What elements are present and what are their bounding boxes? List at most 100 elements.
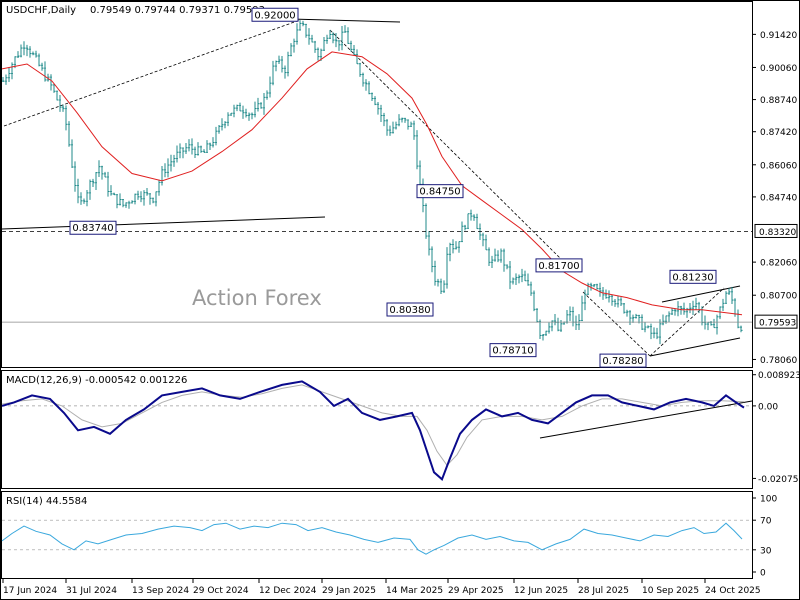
candle: [269, 76, 272, 98]
candle: [146, 187, 149, 196]
level-label: 0.81230: [669, 269, 717, 284]
candle: [518, 274, 521, 284]
candle: [593, 284, 596, 288]
candle: [467, 213, 470, 229]
level-label-text: 0.78710: [492, 346, 533, 357]
candle: [584, 289, 587, 311]
candle: [482, 232, 485, 247]
candle: [611, 294, 614, 306]
candle: [524, 270, 527, 282]
x-tick-label: 29 Apr 2025: [448, 586, 504, 596]
candle: [164, 163, 167, 178]
candle: [596, 283, 599, 290]
candle: [182, 147, 185, 159]
level-label-text: 0.81700: [538, 261, 579, 272]
candle: [158, 179, 161, 196]
candle: [533, 290, 536, 312]
candle: [176, 145, 179, 163]
macd-trendline: [539, 400, 753, 439]
candle: [167, 158, 170, 178]
main-y-axis: 0.91420 0.90060 0.88740 0.87420 0.86060 0.847…: [752, 31, 798, 366]
candle: [185, 142, 188, 154]
candle: [410, 121, 413, 127]
candle: [434, 260, 437, 286]
candle: [371, 92, 374, 101]
candle: [332, 32, 335, 44]
x-tick-label: 29 Jan 2025: [322, 586, 376, 596]
candle: [536, 308, 539, 323]
candle: [626, 309, 629, 317]
candle: [428, 231, 431, 256]
candle: [716, 314, 719, 335]
candle: [491, 255, 494, 268]
candle: [50, 74, 53, 91]
candle: [548, 322, 551, 334]
candle: [497, 250, 500, 263]
x-axis: 17 Jun 2024 31 Jul 2024 13 Sep 2024 29 Oct …: [2, 579, 761, 596]
candle: [131, 200, 134, 204]
axis-tick-label: 0.82060: [760, 259, 797, 269]
rsi-panel: [1, 491, 753, 579]
candle: [515, 273, 518, 286]
candle: [506, 264, 509, 270]
axis-tick-label: 0: [760, 569, 766, 579]
candle: [299, 20, 302, 31]
candle: [89, 179, 92, 200]
level-label-text: 0.81230: [672, 272, 713, 283]
x-tick-label: 14 Mar 2025: [386, 586, 443, 596]
candle: [347, 27, 350, 44]
candle: [392, 121, 395, 134]
candle: [635, 313, 638, 319]
candle: [608, 290, 611, 303]
level-label: 0.92000: [251, 7, 299, 22]
candle: [56, 90, 59, 101]
axis-price-box: 0.83320: [754, 223, 798, 238]
chart-symbol: USDCHF,Daily: [6, 5, 76, 16]
candle: [458, 241, 461, 253]
candle: [224, 121, 227, 129]
candle: [614, 299, 617, 307]
axis-tick-label: 0.87420: [760, 128, 797, 138]
candle: [116, 194, 119, 209]
candle: [443, 280, 446, 294]
candle: [209, 142, 212, 151]
candle: [359, 62, 362, 77]
candle: [221, 118, 224, 131]
candle: [296, 23, 299, 45]
candle: [125, 202, 128, 208]
candle: [206, 140, 209, 153]
candle: [95, 172, 98, 190]
candle: [101, 165, 104, 180]
candle: [188, 139, 191, 152]
candle: [692, 300, 695, 315]
candle: [659, 319, 662, 345]
chart-ohlc: 0.79549 0.79744 0.79371 0.79593: [90, 5, 265, 16]
axis-tick-label: 0.78060: [760, 356, 797, 366]
candle: [68, 121, 71, 147]
candle: [356, 49, 359, 65]
candle: [128, 200, 131, 209]
x-tick-label: 12 Jun 2025: [514, 586, 568, 596]
candle: [362, 72, 365, 87]
candle: [335, 33, 338, 48]
candle: [260, 102, 263, 109]
candle: [323, 36, 326, 51]
candle: [110, 185, 113, 196]
candle: [623, 302, 626, 314]
candle: [305, 23, 308, 38]
candle: [77, 178, 80, 204]
axis-tick-label: 0.86060: [760, 161, 797, 171]
x-tick-label: 29 Oct 2024: [193, 586, 249, 596]
candle: [413, 120, 416, 140]
candle: [713, 318, 716, 329]
rsi-y-axis: 100 70 30 0: [752, 495, 777, 579]
candle: [437, 278, 440, 287]
candle: [62, 104, 65, 112]
x-tick-label: 13 Sep 2024: [132, 586, 189, 596]
candle: [23, 41, 26, 56]
candle: [398, 114, 401, 127]
candle: [284, 65, 287, 79]
rsi-title: RSI(14) 44.5584: [6, 496, 87, 507]
